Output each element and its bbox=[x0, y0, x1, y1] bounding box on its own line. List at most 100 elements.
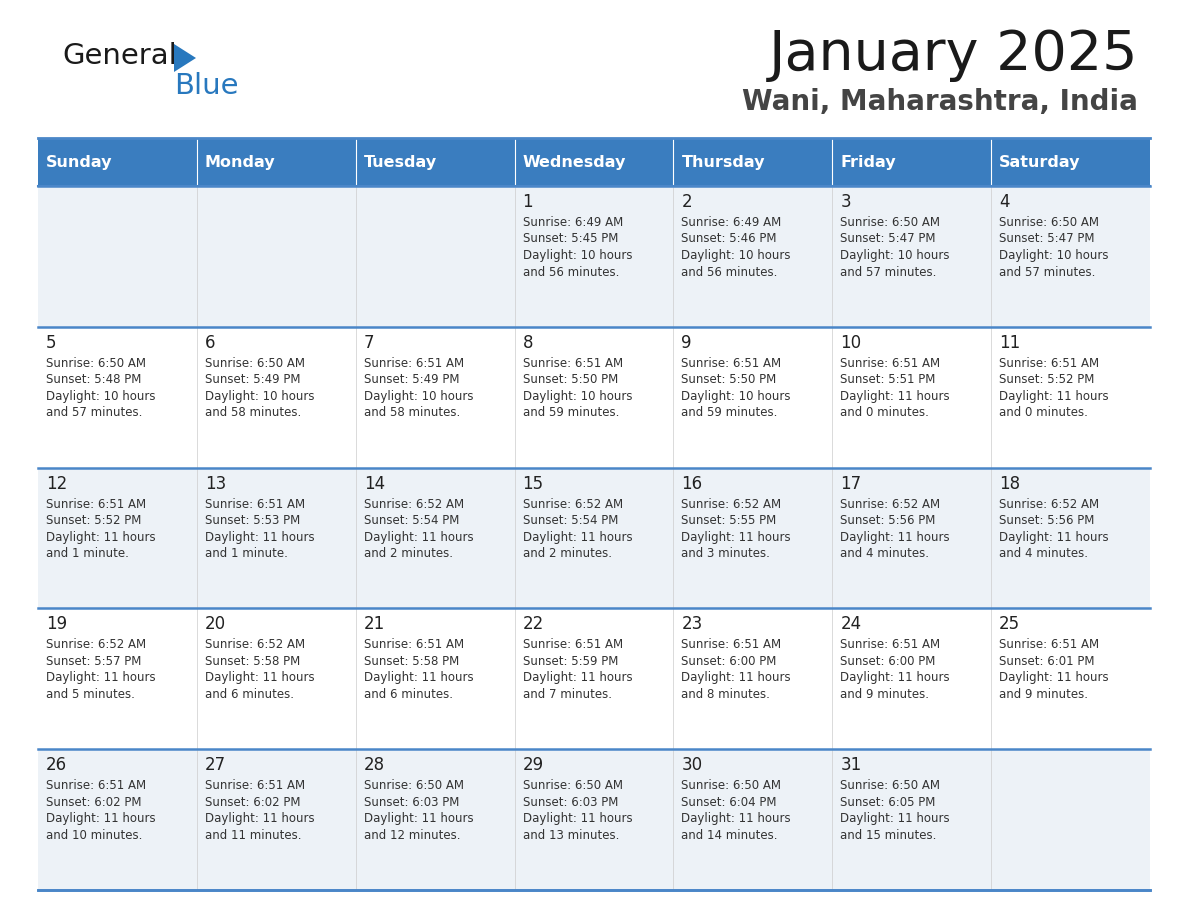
Text: Sunrise: 6:50 AM: Sunrise: 6:50 AM bbox=[999, 216, 1099, 229]
Text: and 58 minutes.: and 58 minutes. bbox=[364, 407, 460, 420]
Text: Sunday: Sunday bbox=[46, 154, 113, 170]
Text: Daylight: 11 hours: Daylight: 11 hours bbox=[999, 390, 1108, 403]
Text: Daylight: 11 hours: Daylight: 11 hours bbox=[523, 812, 632, 825]
Text: Sunrise: 6:51 AM: Sunrise: 6:51 AM bbox=[523, 357, 623, 370]
Text: 22: 22 bbox=[523, 615, 544, 633]
Text: Daylight: 10 hours: Daylight: 10 hours bbox=[204, 390, 315, 403]
Text: Blue: Blue bbox=[173, 72, 239, 100]
Polygon shape bbox=[173, 44, 196, 72]
Text: Daylight: 10 hours: Daylight: 10 hours bbox=[682, 390, 791, 403]
Text: Sunrise: 6:51 AM: Sunrise: 6:51 AM bbox=[840, 357, 941, 370]
Text: and 57 minutes.: and 57 minutes. bbox=[840, 265, 936, 278]
Text: Sunset: 5:52 PM: Sunset: 5:52 PM bbox=[999, 374, 1094, 386]
Text: Sunset: 6:03 PM: Sunset: 6:03 PM bbox=[364, 796, 459, 809]
Text: Sunrise: 6:50 AM: Sunrise: 6:50 AM bbox=[840, 779, 940, 792]
Text: Sunrise: 6:51 AM: Sunrise: 6:51 AM bbox=[682, 638, 782, 652]
Text: and 1 minute.: and 1 minute. bbox=[46, 547, 128, 560]
Text: and 2 minutes.: and 2 minutes. bbox=[523, 547, 612, 560]
Text: 18: 18 bbox=[999, 475, 1020, 493]
Text: and 56 minutes.: and 56 minutes. bbox=[523, 265, 619, 278]
Text: 15: 15 bbox=[523, 475, 544, 493]
Text: Daylight: 11 hours: Daylight: 11 hours bbox=[682, 671, 791, 685]
Text: Sunset: 5:47 PM: Sunset: 5:47 PM bbox=[999, 232, 1094, 245]
Text: Sunset: 5:57 PM: Sunset: 5:57 PM bbox=[46, 655, 141, 668]
Text: Sunrise: 6:51 AM: Sunrise: 6:51 AM bbox=[523, 638, 623, 652]
Text: 28: 28 bbox=[364, 756, 385, 774]
Text: and 7 minutes.: and 7 minutes. bbox=[523, 688, 612, 701]
Text: Friday: Friday bbox=[840, 154, 896, 170]
Text: 1: 1 bbox=[523, 193, 533, 211]
Text: Sunset: 5:50 PM: Sunset: 5:50 PM bbox=[682, 374, 777, 386]
Text: 11: 11 bbox=[999, 334, 1020, 352]
Text: Tuesday: Tuesday bbox=[364, 154, 437, 170]
Text: Sunset: 5:49 PM: Sunset: 5:49 PM bbox=[364, 374, 460, 386]
Text: Sunset: 6:00 PM: Sunset: 6:00 PM bbox=[682, 655, 777, 668]
Text: Sunrise: 6:52 AM: Sunrise: 6:52 AM bbox=[682, 498, 782, 510]
Text: Daylight: 11 hours: Daylight: 11 hours bbox=[46, 671, 156, 685]
Text: Sunrise: 6:50 AM: Sunrise: 6:50 AM bbox=[204, 357, 305, 370]
Text: 19: 19 bbox=[46, 615, 68, 633]
Text: and 15 minutes.: and 15 minutes. bbox=[840, 829, 936, 842]
Text: Daylight: 11 hours: Daylight: 11 hours bbox=[840, 812, 950, 825]
Text: and 58 minutes.: and 58 minutes. bbox=[204, 407, 301, 420]
Text: and 1 minute.: and 1 minute. bbox=[204, 547, 287, 560]
Text: Daylight: 11 hours: Daylight: 11 hours bbox=[46, 531, 156, 543]
Text: Sunset: 5:50 PM: Sunset: 5:50 PM bbox=[523, 374, 618, 386]
Text: Sunrise: 6:52 AM: Sunrise: 6:52 AM bbox=[46, 638, 146, 652]
Text: Sunset: 5:59 PM: Sunset: 5:59 PM bbox=[523, 655, 618, 668]
Text: 16: 16 bbox=[682, 475, 702, 493]
Text: Sunset: 6:04 PM: Sunset: 6:04 PM bbox=[682, 796, 777, 809]
Bar bbox=[674, 138, 833, 186]
Text: Sunrise: 6:50 AM: Sunrise: 6:50 AM bbox=[840, 216, 940, 229]
Text: Sunrise: 6:51 AM: Sunrise: 6:51 AM bbox=[999, 357, 1099, 370]
Text: and 57 minutes.: and 57 minutes. bbox=[999, 265, 1095, 278]
Bar bbox=[38, 138, 197, 186]
Text: and 12 minutes.: and 12 minutes. bbox=[364, 829, 460, 842]
Bar bbox=[38, 327, 1150, 467]
Text: Sunset: 5:51 PM: Sunset: 5:51 PM bbox=[840, 374, 936, 386]
Text: and 5 minutes.: and 5 minutes. bbox=[46, 688, 135, 701]
Text: Sunrise: 6:51 AM: Sunrise: 6:51 AM bbox=[682, 357, 782, 370]
Text: Sunrise: 6:52 AM: Sunrise: 6:52 AM bbox=[840, 498, 941, 510]
Text: Daylight: 11 hours: Daylight: 11 hours bbox=[682, 812, 791, 825]
Text: Daylight: 10 hours: Daylight: 10 hours bbox=[523, 249, 632, 262]
Text: 8: 8 bbox=[523, 334, 533, 352]
Text: Sunrise: 6:51 AM: Sunrise: 6:51 AM bbox=[999, 638, 1099, 652]
Text: and 11 minutes.: and 11 minutes. bbox=[204, 829, 302, 842]
Text: Sunrise: 6:50 AM: Sunrise: 6:50 AM bbox=[46, 357, 146, 370]
Text: 30: 30 bbox=[682, 756, 702, 774]
Text: and 8 minutes.: and 8 minutes. bbox=[682, 688, 770, 701]
Text: 10: 10 bbox=[840, 334, 861, 352]
Text: and 9 minutes.: and 9 minutes. bbox=[999, 688, 1088, 701]
Text: Thursday: Thursday bbox=[682, 154, 765, 170]
Text: Daylight: 11 hours: Daylight: 11 hours bbox=[364, 531, 473, 543]
Text: and 3 minutes.: and 3 minutes. bbox=[682, 547, 770, 560]
Text: 2: 2 bbox=[682, 193, 693, 211]
Text: Wednesday: Wednesday bbox=[523, 154, 626, 170]
Text: Sunset: 6:03 PM: Sunset: 6:03 PM bbox=[523, 796, 618, 809]
Text: Daylight: 11 hours: Daylight: 11 hours bbox=[999, 531, 1108, 543]
Text: Sunrise: 6:52 AM: Sunrise: 6:52 AM bbox=[999, 498, 1099, 510]
Bar bbox=[38, 467, 1150, 609]
Text: and 59 minutes.: and 59 minutes. bbox=[523, 407, 619, 420]
Text: and 0 minutes.: and 0 minutes. bbox=[999, 407, 1088, 420]
Text: 25: 25 bbox=[999, 615, 1020, 633]
Text: Sunset: 5:48 PM: Sunset: 5:48 PM bbox=[46, 374, 141, 386]
Text: Daylight: 11 hours: Daylight: 11 hours bbox=[204, 671, 315, 685]
Text: 24: 24 bbox=[840, 615, 861, 633]
Text: 3: 3 bbox=[840, 193, 851, 211]
Text: Daylight: 11 hours: Daylight: 11 hours bbox=[523, 531, 632, 543]
Text: 13: 13 bbox=[204, 475, 226, 493]
Text: and 59 minutes.: and 59 minutes. bbox=[682, 407, 778, 420]
Text: Sunset: 6:01 PM: Sunset: 6:01 PM bbox=[999, 655, 1094, 668]
Text: Sunrise: 6:52 AM: Sunrise: 6:52 AM bbox=[523, 498, 623, 510]
Text: Daylight: 11 hours: Daylight: 11 hours bbox=[999, 671, 1108, 685]
Text: and 9 minutes.: and 9 minutes. bbox=[840, 688, 929, 701]
Text: Sunset: 5:46 PM: Sunset: 5:46 PM bbox=[682, 232, 777, 245]
Text: Sunset: 5:45 PM: Sunset: 5:45 PM bbox=[523, 232, 618, 245]
Bar bbox=[833, 138, 991, 186]
Text: 5: 5 bbox=[46, 334, 57, 352]
Text: Daylight: 11 hours: Daylight: 11 hours bbox=[523, 671, 632, 685]
Bar bbox=[38, 749, 1150, 890]
Text: 21: 21 bbox=[364, 615, 385, 633]
